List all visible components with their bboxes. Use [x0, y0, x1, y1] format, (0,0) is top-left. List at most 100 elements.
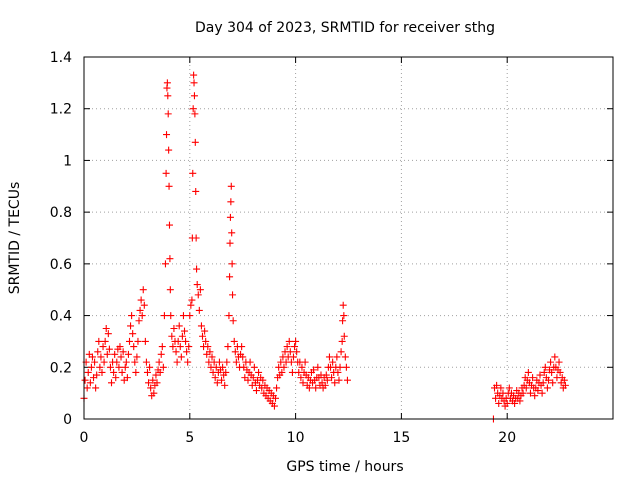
- data-point: [190, 79, 198, 87]
- data-point: [229, 317, 237, 325]
- y-tick-label: 1.2: [50, 102, 72, 118]
- data-point: [503, 399, 511, 407]
- data-point: [134, 337, 142, 345]
- data-point: [178, 332, 186, 340]
- data-point: [524, 368, 532, 376]
- data-point: [201, 327, 209, 335]
- data-point: [132, 368, 140, 376]
- data-point: [340, 312, 348, 320]
- data-point: [289, 353, 297, 361]
- data-point: [226, 273, 234, 281]
- data-point: [228, 229, 236, 237]
- data-point: [334, 368, 342, 376]
- data-point: [161, 260, 169, 268]
- data-point: [158, 343, 166, 351]
- data-point: [511, 399, 519, 407]
- data-point: [301, 358, 309, 366]
- data-point: [172, 348, 180, 356]
- data-point: [157, 350, 165, 358]
- data-point: [292, 337, 300, 345]
- data-point: [551, 353, 559, 361]
- data-point: [271, 394, 279, 402]
- data-point: [190, 71, 198, 79]
- data-point: [299, 379, 307, 387]
- data-point: [87, 363, 95, 371]
- data-point: [305, 384, 313, 392]
- data-point: [189, 169, 197, 177]
- data-point: [341, 353, 349, 361]
- data-point: [188, 296, 196, 304]
- data-point: [123, 374, 131, 382]
- data-point: [561, 381, 569, 389]
- x-tick-label: 20: [498, 430, 516, 446]
- data-point: [135, 317, 143, 325]
- data-point: [206, 348, 214, 356]
- data-point: [230, 337, 238, 345]
- data-point: [181, 327, 189, 335]
- data-point: [133, 353, 141, 361]
- data-point: [83, 384, 91, 392]
- data-point: [287, 358, 295, 366]
- data-point: [232, 358, 240, 366]
- data-point: [169, 343, 177, 351]
- data-point: [118, 368, 126, 376]
- data-point: [538, 389, 546, 397]
- data-point: [298, 363, 306, 371]
- data-point: [197, 322, 205, 330]
- data-point: [116, 343, 124, 351]
- data-point: [526, 389, 534, 397]
- data-point: [143, 368, 151, 376]
- data-point: [342, 363, 350, 371]
- data-point: [495, 399, 503, 407]
- data-point: [227, 182, 235, 190]
- data-point: [163, 79, 171, 87]
- data-point: [549, 379, 557, 387]
- data-point: [204, 343, 212, 351]
- data-point: [129, 330, 137, 338]
- data-point: [223, 358, 231, 366]
- data-point: [147, 384, 155, 392]
- data-point: [115, 363, 123, 371]
- data-point: [186, 312, 194, 320]
- data-point: [168, 332, 176, 340]
- data-point: [91, 358, 99, 366]
- data-point: [136, 306, 144, 314]
- data-point: [194, 291, 202, 299]
- data-point: [138, 312, 146, 320]
- data-point: [228, 260, 236, 268]
- data-point: [343, 376, 351, 384]
- data-point: [102, 325, 110, 332]
- data-point: [192, 187, 200, 195]
- data-point: [106, 363, 114, 371]
- data-point: [145, 379, 153, 387]
- data-point: [541, 363, 549, 371]
- y-axis-label: SRMTID / TECUs: [7, 182, 23, 295]
- data-point: [244, 376, 252, 384]
- x-tick-label: 15: [392, 430, 410, 446]
- data-point: [86, 379, 94, 387]
- data-point: [280, 363, 288, 371]
- data-point: [184, 358, 192, 366]
- data-point: [323, 376, 331, 384]
- data-point: [202, 337, 210, 345]
- data-point: [177, 353, 185, 361]
- data-point: [189, 105, 197, 113]
- data-point: [111, 350, 119, 358]
- data-point: [149, 376, 157, 384]
- data-point: [108, 379, 116, 387]
- data-point: [96, 363, 104, 371]
- data-point: [333, 353, 341, 361]
- data-point: [156, 368, 164, 376]
- data-point: [222, 368, 230, 376]
- data-point: [164, 92, 172, 100]
- data-point: [99, 343, 107, 351]
- data-point: [100, 358, 108, 366]
- data-point: [331, 379, 339, 387]
- data-point: [165, 146, 173, 154]
- data-point: [288, 368, 296, 376]
- data-point: [218, 376, 226, 384]
- y-tick-label: 0: [63, 412, 72, 428]
- data-point: [338, 337, 346, 345]
- data-point: [165, 221, 173, 229]
- data-point: [183, 348, 191, 356]
